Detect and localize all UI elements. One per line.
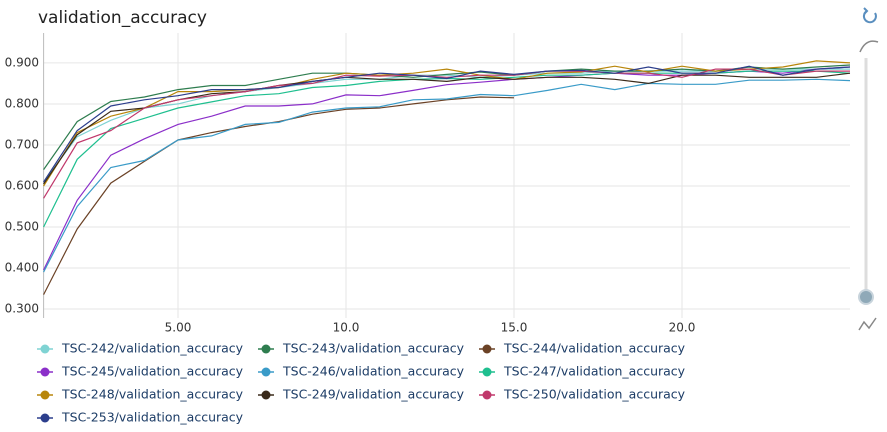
legend-label: TSC-243/validation_accuracy bbox=[282, 341, 465, 356]
y-tick-label: 0.800 bbox=[5, 96, 39, 110]
series-line bbox=[43, 65, 851, 183]
y-tick-label: 0.500 bbox=[5, 219, 39, 233]
x-tick-label: 15.0 bbox=[501, 321, 528, 335]
series-line bbox=[43, 68, 850, 199]
legend-marker bbox=[40, 344, 50, 354]
legend-label: TSC-247/validation_accuracy bbox=[503, 364, 686, 379]
y-tick-label: 0.300 bbox=[5, 301, 39, 315]
legend-label: TSC-246/validation_accuracy bbox=[282, 364, 465, 379]
slider-handle[interactable] bbox=[858, 289, 874, 305]
series-line bbox=[43, 68, 850, 183]
toolbar bbox=[858, 7, 879, 331]
x-tick-label: 5.00 bbox=[165, 321, 192, 335]
series-line bbox=[43, 78, 851, 273]
series-line bbox=[43, 72, 851, 185]
legend-marker bbox=[40, 390, 50, 400]
series-line bbox=[43, 60, 851, 187]
reset-arrow bbox=[863, 7, 869, 15]
y-tick-label: 0.600 bbox=[5, 178, 39, 192]
y-tick-label: 0.400 bbox=[5, 260, 39, 274]
legend-label: TSC-250/validation_accuracy bbox=[503, 387, 686, 402]
series-line bbox=[43, 96, 515, 295]
x-tick-label: 20.0 bbox=[669, 321, 696, 335]
chart-title: validation_accuracy bbox=[38, 8, 207, 28]
legend-label: TSC-249/validation_accuracy bbox=[282, 387, 465, 402]
legend-label: TSC-245/validation_accuracy bbox=[61, 364, 244, 379]
y-tick-label: 0.900 bbox=[5, 55, 39, 69]
legend-marker bbox=[482, 344, 492, 354]
y-tick-label: 0.700 bbox=[5, 137, 39, 151]
raw-icon[interactable] bbox=[858, 317, 877, 331]
legend-marker bbox=[40, 367, 50, 377]
legend-label: TSC-248/validation_accuracy bbox=[61, 387, 244, 402]
x-tick-label: 10.0 bbox=[333, 321, 360, 335]
legend-label: TSC-253/validation_accuracy bbox=[61, 410, 244, 425]
legend-label: TSC-242/validation_accuracy bbox=[61, 341, 244, 356]
legend-label: TSC-244/validation_accuracy bbox=[503, 341, 686, 356]
legend-marker bbox=[40, 413, 50, 423]
legend-marker bbox=[261, 367, 271, 377]
smooth-icon[interactable] bbox=[859, 40, 879, 53]
legend-marker bbox=[261, 390, 271, 400]
legend-marker bbox=[261, 344, 271, 354]
legend-marker bbox=[482, 390, 492, 400]
series-line bbox=[43, 64, 851, 170]
legend-marker bbox=[482, 367, 492, 377]
